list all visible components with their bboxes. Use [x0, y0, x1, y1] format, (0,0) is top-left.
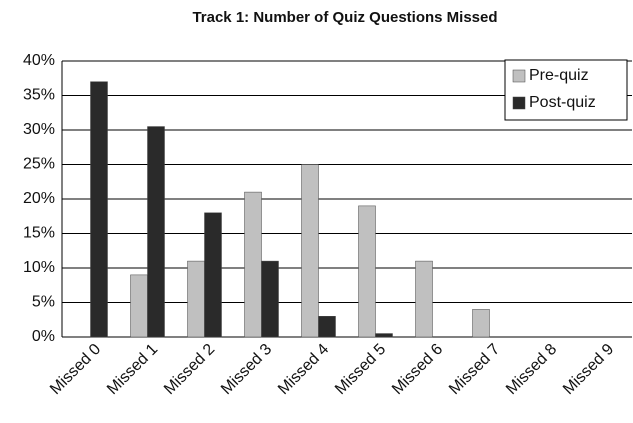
- y-tick-label: 35%: [23, 87, 55, 104]
- y-tick-label: 10%: [23, 259, 55, 276]
- bar: [204, 212, 222, 338]
- bar: [358, 205, 376, 338]
- y-tick-label: 30%: [23, 121, 55, 138]
- legend-swatch: [512, 96, 526, 110]
- x-tick-label: Missed 2: [161, 341, 218, 398]
- y-tick-label: 40%: [23, 52, 55, 69]
- bar: [244, 191, 262, 338]
- bar: [472, 309, 490, 338]
- x-tick-label: Missed 0: [47, 341, 104, 398]
- bar: [90, 81, 108, 338]
- y-tick-label: 20%: [23, 190, 55, 207]
- y-tick-label: 5%: [32, 294, 55, 311]
- bar: [261, 260, 279, 338]
- x-tick-label: Missed 9: [560, 341, 617, 398]
- legend-label: Pre-quiz: [529, 67, 589, 84]
- x-tick-label: Missed 3: [218, 341, 275, 398]
- bar: [318, 316, 336, 338]
- x-tick-label: Missed 6: [389, 341, 446, 398]
- bar: [147, 126, 165, 338]
- x-tick-label: Missed 1: [104, 341, 161, 398]
- legend-label: Post-quiz: [529, 94, 596, 111]
- chart-title: Track 1: Number of Quiz Questions Missed: [192, 9, 497, 26]
- legend-box: [504, 59, 628, 121]
- x-tick-label: Missed 8: [503, 341, 560, 398]
- bar: [301, 164, 319, 338]
- y-tick-label: 25%: [23, 156, 55, 173]
- bar: [130, 274, 148, 338]
- x-tick-label: Missed 4: [275, 341, 332, 398]
- x-tick-label: Missed 7: [446, 341, 503, 398]
- y-tick-label: 0%: [32, 328, 55, 345]
- x-tick-label: Missed 5: [332, 341, 389, 398]
- y-tick-label: 15%: [23, 225, 55, 242]
- legend-swatch: [512, 69, 526, 83]
- bar: [187, 260, 205, 338]
- bar: [375, 333, 393, 338]
- bar: [415, 260, 433, 338]
